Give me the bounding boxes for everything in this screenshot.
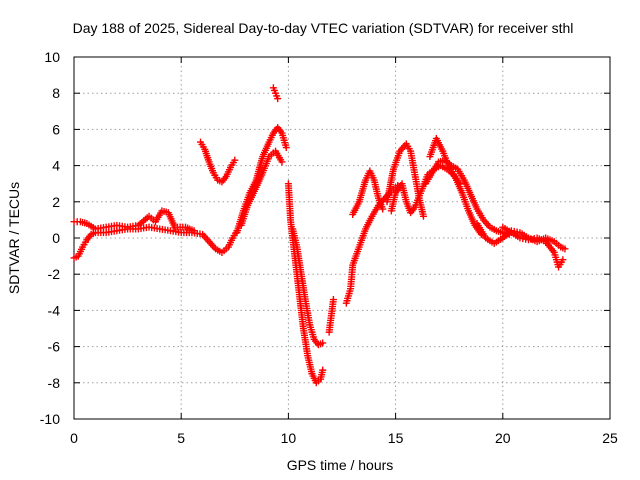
data-point <box>319 339 327 347</box>
series-arc-hump-a <box>349 167 387 218</box>
data-point <box>559 256 567 264</box>
y-tick-label: 0 <box>52 230 60 246</box>
y-axis-label: SDTVAR / TECUs <box>6 182 22 294</box>
x-tick-label: 20 <box>495 430 511 446</box>
x-tick-label: 15 <box>388 430 404 446</box>
y-tick-label: -10 <box>40 411 60 427</box>
series-arc-hump-b <box>383 140 427 220</box>
data-point <box>231 156 239 164</box>
tick-layer: 0 5 10 15 20 25 -10 -8 -6 -4 -2 0 2 4 6 8 10 <box>40 49 618 446</box>
y-tick-label: 8 <box>52 85 60 101</box>
data-point <box>278 158 286 166</box>
data-point <box>329 296 337 304</box>
data-point <box>379 205 387 213</box>
data-point <box>419 212 427 220</box>
chart-title: Day 188 of 2025, Sidereal Day-to-day VTE… <box>73 20 574 36</box>
data-point <box>319 366 327 374</box>
data-point <box>561 245 569 253</box>
series-arc-tail-b <box>499 223 567 271</box>
series-arc-descent-a <box>284 180 327 387</box>
x-tick-label: 5 <box>177 430 185 446</box>
x-tick-label: 0 <box>70 430 78 446</box>
series-arc-recover-short <box>325 296 337 336</box>
data-point <box>190 227 198 235</box>
x-axis-label: GPS time / hours <box>287 457 394 473</box>
series-arc-cluster-b <box>426 134 485 238</box>
series-arc-spike <box>269 84 282 103</box>
y-tick-label: -2 <box>48 266 61 282</box>
series-arc-baseline-a <box>70 223 241 262</box>
y-tick-label: -4 <box>48 302 61 318</box>
y-tick-label: 6 <box>52 121 60 137</box>
marks-layer <box>70 84 569 387</box>
series-arc-rise-lower <box>237 147 286 229</box>
y-tick-label: 2 <box>52 194 60 210</box>
x-tick-label: 25 <box>602 430 618 446</box>
data-point <box>282 144 290 151</box>
x-tick-label: 10 <box>281 430 297 446</box>
series-arc-cluster-c <box>422 156 513 238</box>
y-tick-label: 4 <box>52 158 60 174</box>
series-arc-baseline-b <box>70 207 198 235</box>
series-arc-dip-u <box>196 138 239 186</box>
y-tick-label: -8 <box>48 375 61 391</box>
y-tick-label: 10 <box>44 49 60 65</box>
y-tick-label: -6 <box>48 339 61 355</box>
data-point <box>274 95 282 103</box>
series-arc-descent-b <box>289 225 327 349</box>
